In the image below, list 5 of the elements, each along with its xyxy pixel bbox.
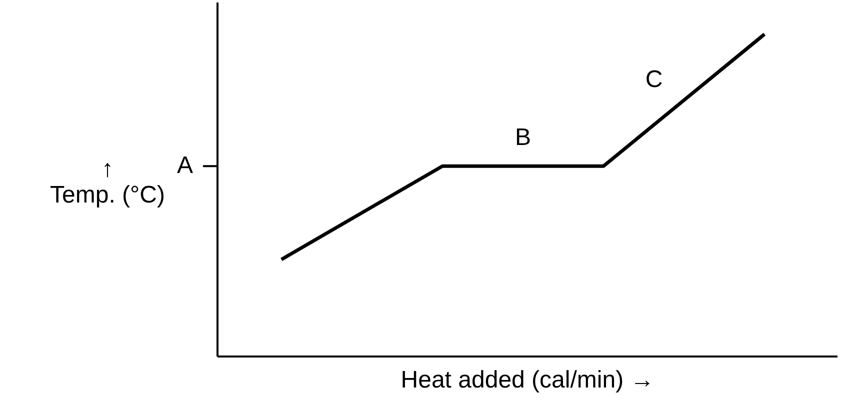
annotation: B [514,124,531,152]
y-axis-title: ↑ Temp. (°C) [50,156,165,208]
x-axis-title: Heat added (cal/min) → [400,366,654,394]
text: A [176,152,193,180]
annotation: C [645,66,663,94]
